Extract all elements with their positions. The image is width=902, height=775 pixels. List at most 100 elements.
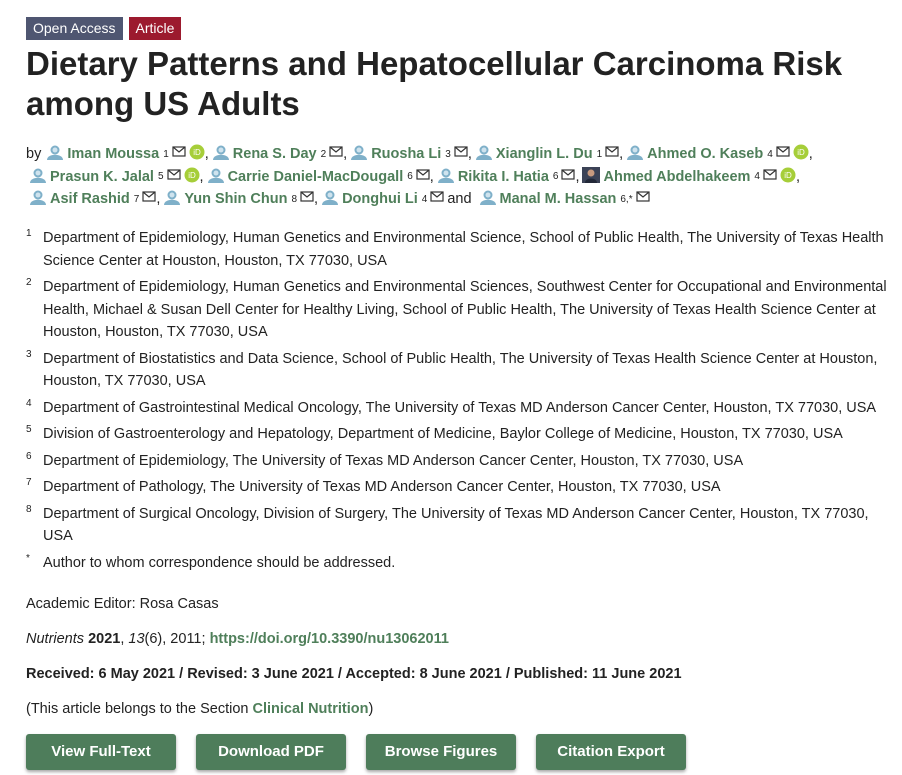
author-name[interactable]: Ruosha Li xyxy=(371,146,442,163)
avatar-icon xyxy=(29,189,47,209)
affiliation-text: Department of Surgical Oncology, Divisio… xyxy=(43,505,869,545)
separator: , xyxy=(156,191,161,208)
avatar-icon-glyph xyxy=(627,145,644,161)
orcid-icon[interactable]: iD xyxy=(793,144,809,164)
orcid-icon[interactable]: iD xyxy=(780,167,796,187)
email-icon-glyph xyxy=(763,169,777,180)
affiliation-text: Department of Epidemiology, Human Geneti… xyxy=(43,230,884,269)
author-affiliation-ref: 6,* xyxy=(620,193,633,205)
affiliation-text: Department of Pathology, The University … xyxy=(43,479,721,495)
avatar-icon xyxy=(626,144,644,164)
avatar-icon xyxy=(46,144,64,164)
academic-editor: Academic Editor: Rosa Casas xyxy=(26,596,219,612)
author-line: by Iman Moussa 1 iD, Rena S. Day 2, Ruosha Li 3… xyxy=(26,143,813,166)
author-name[interactable]: Carrie Daniel-MacDougall xyxy=(227,168,404,185)
separator: , xyxy=(204,146,209,163)
badge[interactable]: Open Access xyxy=(26,17,123,40)
author-name[interactable]: Xianglin L. Du xyxy=(495,146,593,163)
email-icon[interactable] xyxy=(636,189,650,209)
avatar-icon xyxy=(479,189,497,209)
email-icon[interactable] xyxy=(561,167,576,187)
action-button[interactable]: Download PDF xyxy=(196,734,346,770)
orcid-icon-glyph: iD xyxy=(184,167,200,183)
avatar-icon-glyph xyxy=(30,190,46,206)
email-icon[interactable] xyxy=(605,144,619,164)
author-name[interactable]: Rena S. Day xyxy=(232,146,317,163)
avatar-icon-glyph xyxy=(47,145,64,161)
email-icon-glyph xyxy=(454,146,468,157)
author-affiliation-ref: 7 xyxy=(133,193,140,205)
email-icon-glyph xyxy=(416,169,430,180)
author-name[interactable]: Yun Shin Chun xyxy=(184,191,288,208)
email-icon[interactable] xyxy=(416,167,430,187)
svg-text:iD: iD xyxy=(797,148,805,157)
author-name[interactable]: Iman Moussa xyxy=(67,146,160,163)
author-affiliation-ref: 6 xyxy=(552,171,559,183)
svg-text:iD: iD xyxy=(193,148,201,157)
email-icon-glyph xyxy=(142,191,156,202)
email-icon[interactable] xyxy=(454,144,468,164)
affiliation: 4 Department of Gastrointestinal Medical … xyxy=(26,397,891,420)
avatar-icon-glyph xyxy=(351,145,368,161)
button-bar: View Full-Text Download PDF Browse Figures… xyxy=(26,734,686,770)
email-icon[interactable] xyxy=(329,144,343,164)
email-icon-glyph xyxy=(172,146,186,157)
orcid-icon-glyph: iD xyxy=(780,167,796,183)
email-icon-glyph xyxy=(166,169,181,180)
author-affiliation-ref: 6 xyxy=(407,171,413,183)
action-button[interactable]: View Full-Text xyxy=(26,734,176,770)
badge[interactable]: Article xyxy=(128,17,182,40)
avatar-icon xyxy=(475,144,493,164)
email-icon[interactable] xyxy=(300,189,314,209)
author-affiliation-ref: 3 xyxy=(445,148,451,160)
author-name[interactable]: Ahmed O. Kaseb xyxy=(647,146,764,163)
email-icon[interactable] xyxy=(172,144,186,164)
author-affiliation-ref: 4 xyxy=(421,193,428,205)
article-title: Dietary Patterns and Hepatocellular Carc… xyxy=(26,45,843,122)
affiliation: 1 Department of Epidemiology, Human Genet… xyxy=(26,227,891,272)
author-name[interactable]: Manal M. Hassan xyxy=(499,191,617,208)
action-button[interactable]: Citation Export xyxy=(536,734,686,770)
avatar-icon-glyph xyxy=(164,190,181,206)
email-icon[interactable] xyxy=(763,167,777,187)
email-icon[interactable] xyxy=(166,167,181,187)
citation-details: (6), 2011; xyxy=(144,631,206,647)
email-icon[interactable] xyxy=(430,189,444,209)
by-label: by xyxy=(26,146,42,163)
email-icon[interactable] xyxy=(776,144,790,164)
doi-link[interactable]: https://doi.org/10.3390/nu13062011 xyxy=(209,631,449,647)
action-button[interactable]: Browse Figures xyxy=(366,734,516,770)
orcid-icon[interactable]: iD xyxy=(184,167,200,187)
email-icon-glyph xyxy=(776,146,790,157)
affiliation-number: * xyxy=(26,552,30,564)
avatar-icon xyxy=(163,189,181,209)
separator: , xyxy=(575,168,580,185)
year: 2021 xyxy=(88,631,121,647)
orcid-icon[interactable]: iD xyxy=(189,144,205,164)
email-icon-glyph xyxy=(430,191,444,202)
author-name[interactable]: Prasun K. Jalal xyxy=(50,168,154,185)
avatar-icon xyxy=(582,166,601,187)
affiliation-text: Department of Biostatistics and Data Sci… xyxy=(43,350,878,390)
section-link[interactable]: Clinical Nutrition xyxy=(252,701,369,717)
affiliation-text: Author to whom correspondence should be … xyxy=(43,554,396,571)
avatar-icon-glyph xyxy=(437,168,454,183)
separator: , xyxy=(619,146,624,163)
email-icon-glyph xyxy=(329,146,343,157)
avatar-icon-glyph xyxy=(30,168,46,183)
author-name[interactable]: Asif Rashid xyxy=(50,191,130,208)
separator: , xyxy=(429,168,434,185)
affiliation: * Author to whom correspondence should be… xyxy=(26,552,891,575)
email-icon[interactable] xyxy=(142,189,156,209)
separator: , xyxy=(795,168,800,185)
author-name[interactable]: Donghui Li xyxy=(342,191,418,208)
orcid-icon-glyph: iD xyxy=(189,144,205,160)
and-label: and xyxy=(447,191,472,208)
author-name[interactable]: Ahmed Abdelhakeem xyxy=(603,168,751,185)
avatar-icon-glyph xyxy=(322,190,339,206)
affiliation-text: Division of Gastroenterology and Hepatol… xyxy=(43,426,843,442)
orcid-icon-glyph: iD xyxy=(793,144,809,160)
author-name[interactable]: Rikita I. Hatia xyxy=(457,168,549,185)
avatar-icon-glyph xyxy=(479,190,496,206)
separator: , xyxy=(199,168,204,185)
